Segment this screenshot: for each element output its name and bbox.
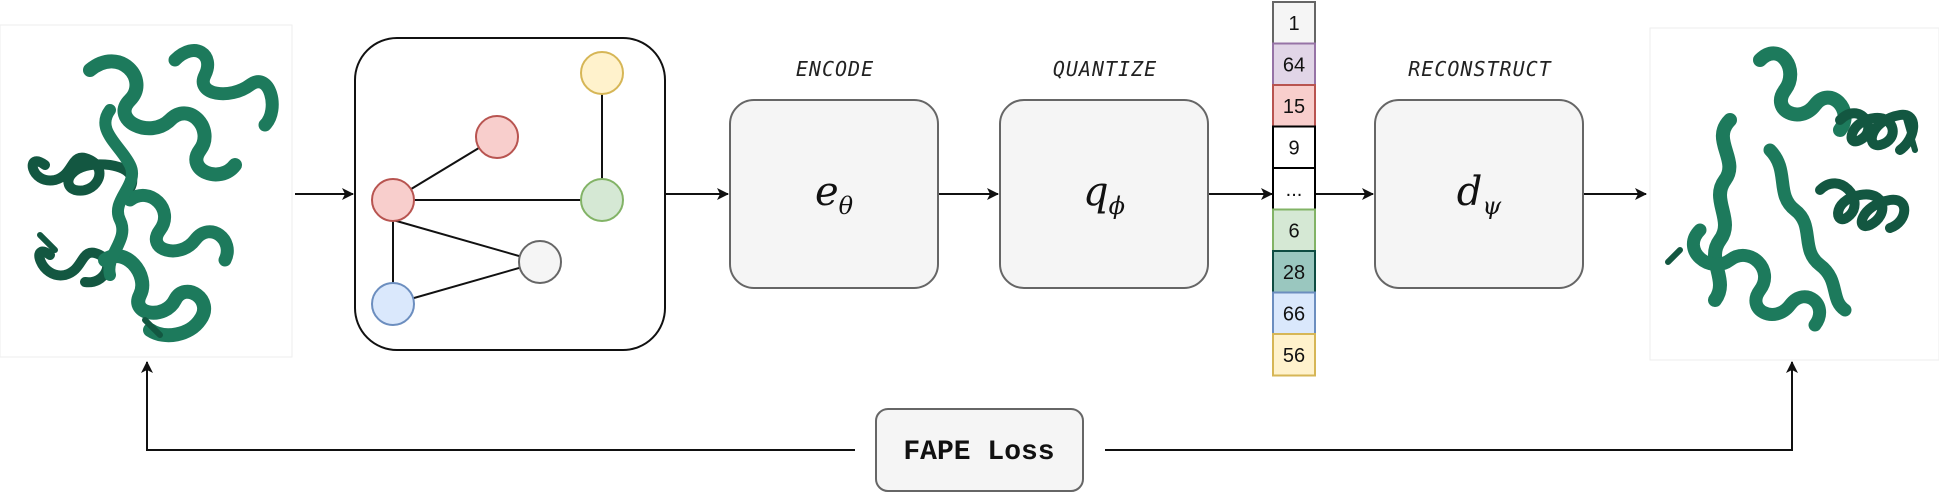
token-cell (1272, 125, 1316, 169)
token-label: 15 (1283, 96, 1305, 118)
graph-node-red (475, 115, 519, 159)
token-label: 9 (1288, 137, 1299, 159)
token-label: 28 (1283, 262, 1305, 284)
graph-node-blue (371, 282, 415, 326)
token-cell (1272, 291, 1316, 335)
graph-node-yellow (580, 51, 624, 95)
graph-node-green (580, 178, 624, 222)
token-label: 56 (1283, 345, 1305, 367)
loss-arrow-to-input (141, 361, 855, 451)
reconstructed-protein-structure (1649, 27, 1939, 361)
fape-loss-block: FAPE Loss (875, 408, 1084, 492)
encoder-box (729, 99, 939, 289)
token-cell (1272, 208, 1316, 252)
quantize-label: QUANTIZE (1053, 57, 1157, 81)
encoder-block: eθ (729, 99, 939, 289)
input-protein-structure (0, 24, 293, 358)
graph-frame (354, 37, 666, 351)
token-label: 6 (1288, 220, 1299, 242)
loss-arrow-to-output (1105, 361, 1798, 451)
token-label: ... (1286, 179, 1303, 201)
decoder-box (1374, 99, 1584, 289)
token-cell (1272, 333, 1316, 377)
token-cell (1272, 42, 1316, 86)
token-column: 1 64 15 9... 6 28 66 56 (1272, 1, 1316, 377)
encode-label: ENCODE (796, 57, 874, 81)
token-cell (1272, 84, 1316, 128)
graph-node-red (371, 178, 415, 222)
quantizer-symbol: qϕ (1083, 169, 1125, 220)
token-label: 66 (1283, 303, 1305, 325)
token-label: 1 (1288, 13, 1299, 35)
encoder-symbol: eθ (815, 169, 854, 220)
token-cell (1272, 1, 1316, 45)
protein-graph (354, 37, 666, 351)
decoder-symbol: dψ (1457, 169, 1503, 220)
quantizer-block: qϕ (999, 99, 1209, 289)
graph-edge (392, 219, 541, 263)
reconstruct-label: RECONSTRUCT (1408, 57, 1552, 81)
quantizer-box (999, 99, 1209, 289)
graph-node-gray (518, 240, 562, 284)
fape-loss-box (875, 408, 1084, 492)
graph-edge (392, 261, 541, 305)
decoder-block: dψ (1374, 99, 1584, 289)
fape-loss-label: FAPE Loss (903, 437, 1054, 468)
token-label: 64 (1283, 54, 1305, 76)
